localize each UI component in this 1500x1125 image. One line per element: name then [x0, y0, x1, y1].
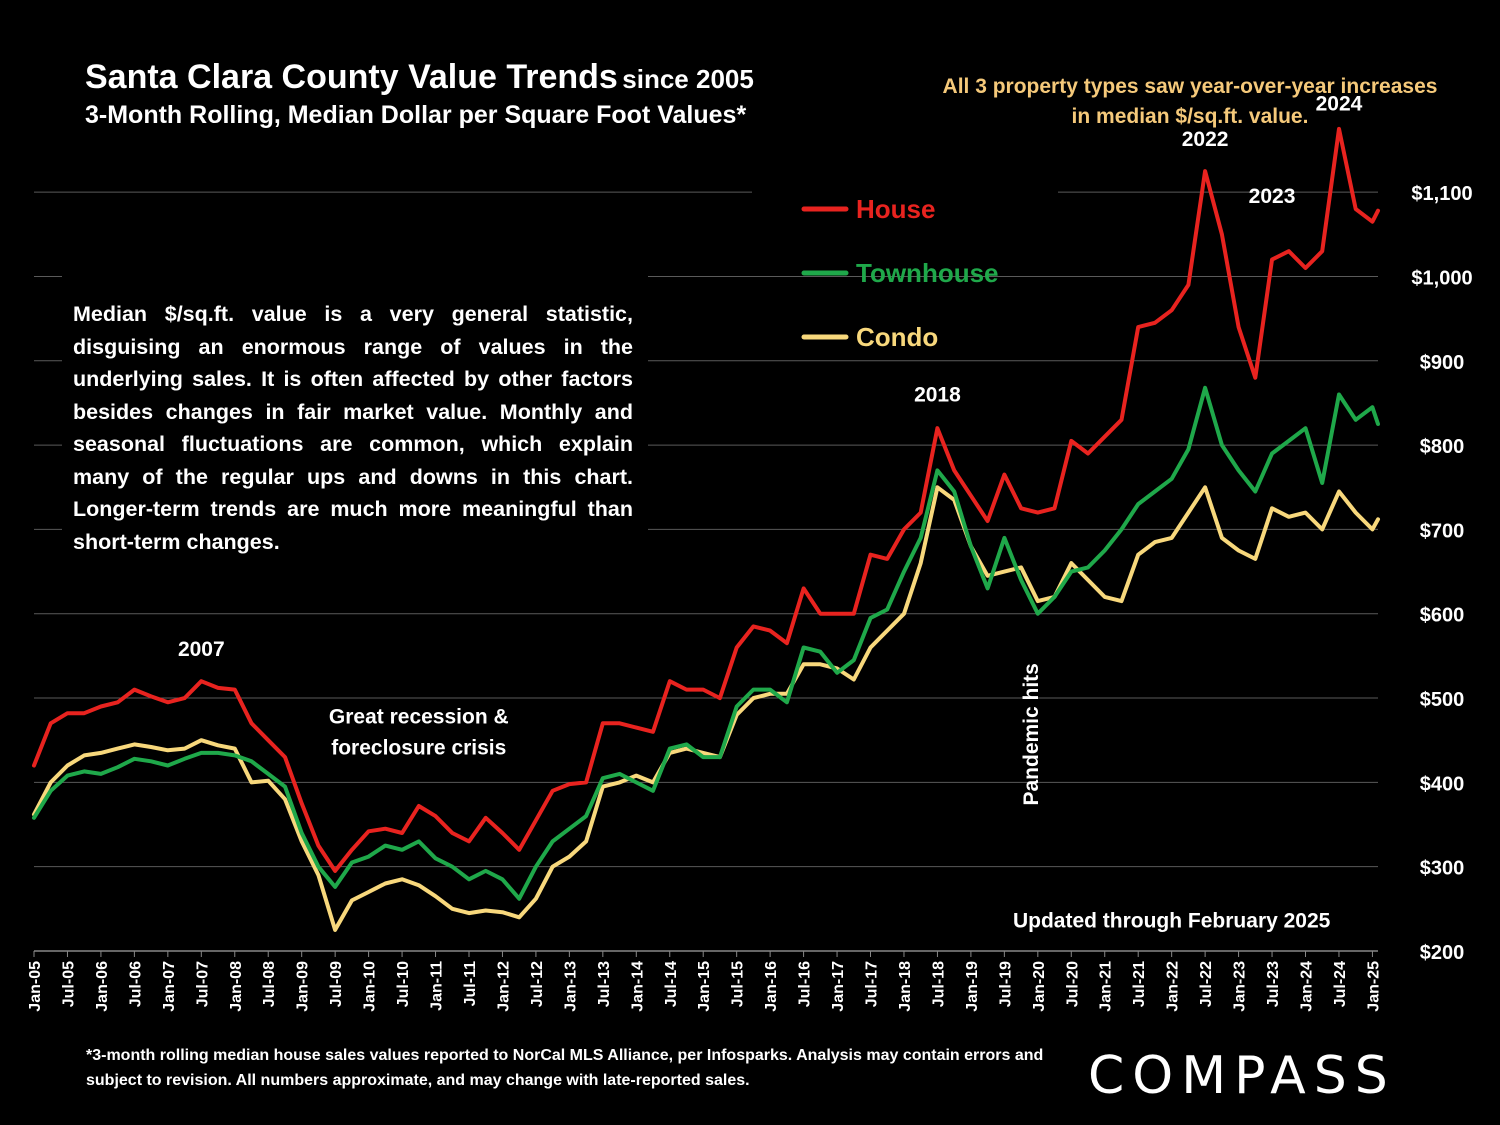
x-tick-label: Jul-18 — [930, 961, 947, 1007]
y-tick-label: $1,000 — [1411, 267, 1472, 289]
chart-annotations: 2007 Great recession & foreclosure crisis 2… — [178, 92, 1363, 932]
chart-title: Santa Clara County Value Trends — [85, 58, 618, 96]
x-tick-label: Jul-24 — [1332, 961, 1349, 1007]
y-tick-label: $800 — [1420, 436, 1465, 458]
x-tick-label: Jul-12 — [529, 961, 546, 1007]
annotation: foreclosure crisis — [331, 737, 506, 760]
x-tick-label: Jul-10 — [395, 961, 412, 1007]
series-line-condo — [32, 485, 1380, 932]
x-tick-label: Jan-08 — [228, 961, 245, 1012]
chart-title-block: Santa Clara County Value Trends since 20… — [85, 58, 754, 130]
x-tick-label: Jan-12 — [495, 961, 512, 1012]
legend-label: Condo — [856, 322, 938, 352]
y-tick-label: $900 — [1420, 352, 1465, 374]
x-tick-label: Jul-15 — [730, 961, 747, 1007]
yoy-callout: All 3 property types saw year-over-year … — [942, 75, 1438, 128]
x-tick-label: Jan-24 — [1299, 961, 1316, 1012]
x-axis: Jan-05 Jul-05 Jan-06 Jul-06 Jan-07 Jul-07 Jan-… — [27, 951, 1382, 1012]
explanatory-note: Median $/sq.ft. value is a very general … — [73, 302, 633, 554]
legend-label: House — [856, 194, 935, 224]
x-tick-label: Jan-21 — [1098, 961, 1115, 1012]
x-tick-label: Jan-13 — [562, 961, 579, 1012]
y-tick-label: $600 — [1420, 605, 1465, 627]
y-tick-label: $400 — [1420, 773, 1465, 795]
annotation: 2023 — [1249, 185, 1296, 208]
x-tick-label: Jul-07 — [194, 961, 211, 1007]
x-tick-label: Jan-22 — [1165, 961, 1182, 1012]
x-tick-label: Jan-17 — [830, 961, 847, 1012]
x-tick-label: Jan-23 — [1232, 961, 1249, 1012]
x-tick-label: Jul-08 — [261, 961, 278, 1007]
x-tick-label: Jul-14 — [663, 961, 680, 1007]
x-tick-label: Jul-13 — [596, 961, 613, 1007]
x-tick-label: Jul-11 — [462, 961, 479, 1006]
annotation: 2024 — [1316, 92, 1363, 115]
x-tick-label: Jul-05 — [60, 961, 77, 1007]
annotation: Updated through February 2025 — [1013, 909, 1331, 932]
x-tick-label: Jul-06 — [127, 961, 144, 1007]
x-tick-label: Jan-19 — [964, 961, 981, 1012]
chart-subtitle: 3-Month Rolling, Median Dollar per Squar… — [85, 101, 747, 129]
y-tick-label: $700 — [1420, 520, 1465, 542]
x-tick-label: Jul-21 — [1131, 961, 1148, 1007]
x-tick-label: Jul-17 — [864, 961, 881, 1007]
x-tick-label: Jan-07 — [161, 961, 178, 1012]
annotation: Great recession & — [329, 705, 509, 728]
x-tick-label: Jul-16 — [797, 961, 814, 1007]
x-tick-label: Jan-11 — [429, 961, 446, 1011]
x-tick-label: Jul-09 — [328, 961, 345, 1007]
x-tick-label: Jan-15 — [696, 961, 713, 1012]
y-tick-label: $500 — [1420, 689, 1465, 711]
x-tick-label: Jan-09 — [295, 961, 312, 1012]
x-tick-label: Jul-19 — [997, 961, 1014, 1007]
x-tick-label: Jan-16 — [763, 961, 780, 1012]
series-lines — [32, 126, 1380, 932]
chart-title-suffix: since 2005 — [622, 64, 754, 94]
x-tick-label: Jan-14 — [629, 961, 646, 1012]
series-line-house — [32, 126, 1380, 873]
series-line-townhouse — [32, 385, 1380, 901]
x-tick-label: Jul-20 — [1064, 961, 1081, 1007]
x-tick-label: Jan-20 — [1031, 961, 1048, 1012]
footnote: *3-month rolling median house sales valu… — [86, 1047, 1044, 1089]
annotation: 2022 — [1182, 128, 1229, 151]
annotation-pandemic: Pandemic hits — [1020, 663, 1043, 805]
x-tick-label: Jan-10 — [362, 961, 379, 1012]
legend-label: Townhouse — [856, 258, 999, 288]
x-tick-label: Jul-22 — [1198, 961, 1215, 1007]
y-axis: $200 $300 $400 $500 $600 $700 $800 $900 $1,000 $1… — [1411, 183, 1472, 964]
x-tick-label: Jan-18 — [897, 961, 914, 1012]
compass-logo: COMPASS — [1088, 1046, 1396, 1106]
legend: House Townhouse Condo — [801, 194, 999, 352]
x-tick-label: Jul-23 — [1265, 961, 1282, 1007]
x-tick-label: Jan-06 — [94, 961, 111, 1012]
gridlines — [34, 191, 1378, 952]
x-tick-label: Jan-25 — [1365, 961, 1382, 1012]
y-tick-label: $300 — [1420, 858, 1465, 880]
annotation: 2018 — [914, 383, 961, 406]
annotation: 2007 — [178, 638, 225, 661]
y-tick-label: $200 — [1420, 942, 1465, 964]
y-tick-label: $1,100 — [1411, 183, 1472, 205]
x-tick-label: Jan-05 — [27, 961, 44, 1012]
